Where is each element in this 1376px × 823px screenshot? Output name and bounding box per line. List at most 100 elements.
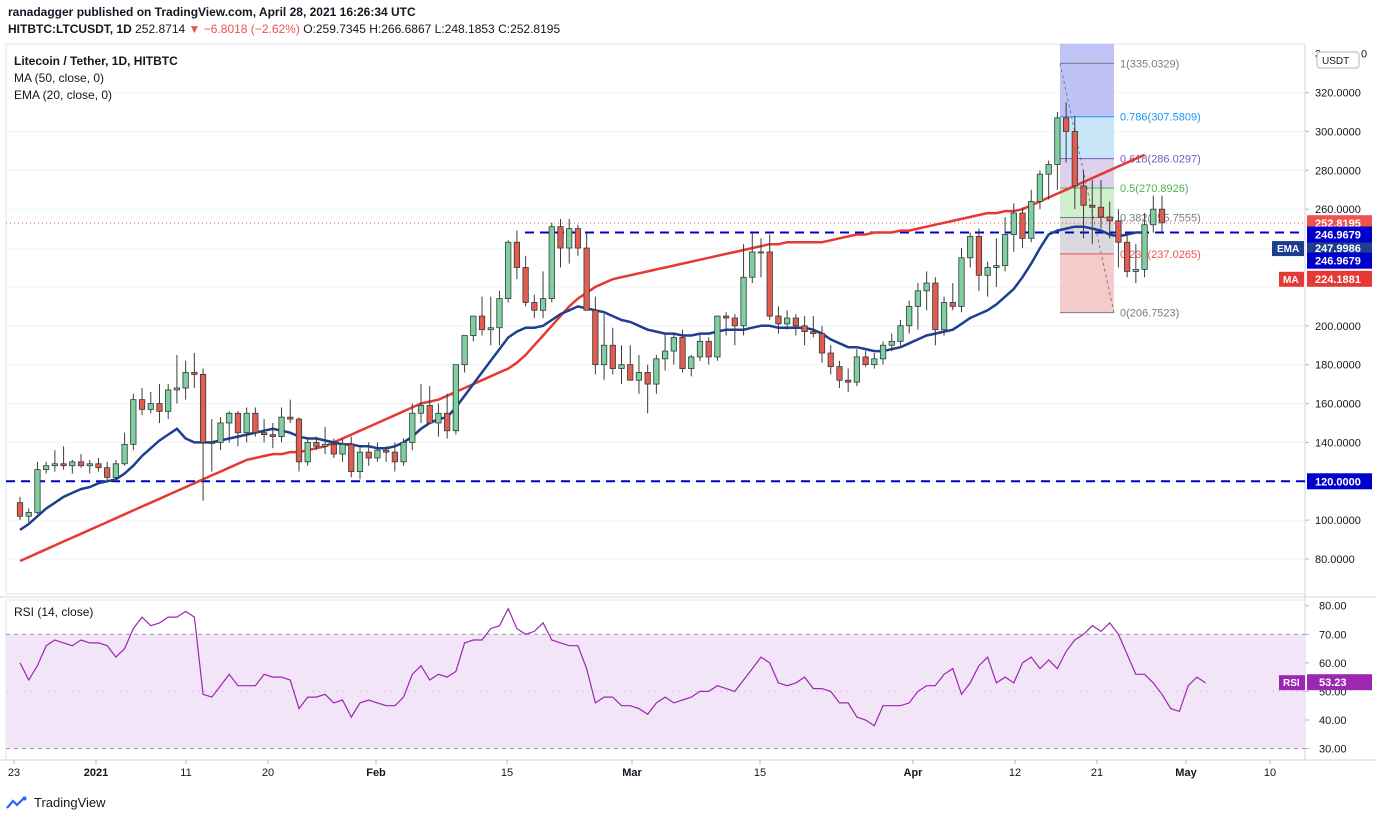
candle-body xyxy=(173,387,181,391)
candle-body xyxy=(226,412,233,424)
candle-body xyxy=(34,469,41,513)
candle-body xyxy=(112,463,119,478)
tradingview-footer[interactable]: TradingView xyxy=(6,795,106,810)
candle-body xyxy=(627,364,634,381)
candle-body xyxy=(635,372,643,381)
candle-body xyxy=(932,282,939,331)
candle-body xyxy=(25,511,32,517)
candle-body xyxy=(295,418,303,463)
candle-body xyxy=(740,276,747,327)
time-tick-label: 12 xyxy=(1009,767,1021,779)
open-value: O:259.7345 xyxy=(303,22,366,36)
price-tick-label: 0 xyxy=(1361,49,1367,61)
candle-body xyxy=(426,405,433,424)
rsi-tick-label: 80.00 xyxy=(1319,601,1347,613)
close-value: C:252.8195 xyxy=(498,22,561,36)
candle-body xyxy=(461,335,468,366)
candle-body xyxy=(1071,131,1078,187)
fib-band xyxy=(1060,217,1114,254)
candle-body xyxy=(365,451,372,459)
candle-body xyxy=(1010,212,1017,235)
support-badge: 120.0000 xyxy=(1315,476,1361,488)
candle-body xyxy=(548,226,555,299)
candle-body xyxy=(1080,185,1087,206)
time-tick-label: 15 xyxy=(501,767,513,779)
time-tick-label: 15 xyxy=(754,767,766,779)
candle-body xyxy=(470,315,477,336)
ema-tag-bg xyxy=(1272,241,1304,257)
price-tick-label: 280.0000 xyxy=(1315,165,1361,177)
candle-body xyxy=(16,502,24,517)
rsi-tick-label: 70.00 xyxy=(1319,629,1347,641)
candle-body xyxy=(766,251,773,317)
candle-body xyxy=(121,443,128,465)
candle-body xyxy=(731,317,738,327)
candle-body xyxy=(1124,241,1131,272)
candle-body xyxy=(208,442,215,444)
rsi-legend[interactable]: RSI (14, close) xyxy=(14,605,94,619)
rsi-tick-label: 40.00 xyxy=(1319,715,1347,727)
candle-body xyxy=(644,372,651,385)
ma-legend[interactable]: MA (50, close, 0) xyxy=(14,71,105,85)
candle-body xyxy=(1097,206,1105,218)
ema-badge-bg xyxy=(1307,240,1372,257)
candle-body xyxy=(278,416,285,437)
candle-body xyxy=(60,463,67,467)
candle-body xyxy=(906,305,913,327)
candle-body xyxy=(409,412,416,443)
price-tick-label: 180.0000 xyxy=(1315,360,1361,372)
candle-body xyxy=(86,463,93,467)
candle-body xyxy=(888,340,895,346)
candle-body xyxy=(661,350,669,360)
candle-body xyxy=(967,236,974,259)
publisher-line: ranadagger published on TradingView.com,… xyxy=(8,5,416,19)
ema20-line xyxy=(19,225,1145,531)
price-tick-label: 80.0000 xyxy=(1315,554,1355,566)
candle-body xyxy=(679,337,686,369)
candle-body xyxy=(1028,201,1035,239)
candle-body xyxy=(749,251,756,278)
candle-body xyxy=(322,443,329,447)
candle-body xyxy=(784,317,791,325)
candle-body xyxy=(156,403,163,412)
candle-body xyxy=(618,364,625,369)
candle-body xyxy=(452,364,459,432)
candle-body xyxy=(714,315,721,358)
price-tick-label: 300.0000 xyxy=(1315,126,1361,138)
currency-label: USDT xyxy=(1322,56,1349,67)
ma-badge-bg xyxy=(1307,270,1372,287)
price-tick-label: 200.0000 xyxy=(1315,321,1361,333)
rsi-badge: 53.23 xyxy=(1319,677,1347,689)
ema-badge: 247.9986 xyxy=(1315,243,1361,255)
ma-tag: MA xyxy=(1283,275,1299,286)
time-tick-label: 11 xyxy=(180,767,191,779)
candle-body xyxy=(51,463,58,467)
last-price: 252.8714 xyxy=(135,22,186,36)
rsi-badge-bg xyxy=(1307,674,1372,691)
candle-body xyxy=(505,241,512,299)
ma-tag-bg xyxy=(1279,271,1304,287)
price-tick-label: 320.0000 xyxy=(1315,88,1361,100)
fib-band xyxy=(1060,188,1114,218)
fib-level-label: 0.786(307.5809) xyxy=(1120,112,1201,124)
fib-level-label: 0(206.7523) xyxy=(1120,308,1179,320)
candle-body xyxy=(531,302,538,311)
support-badge-bg xyxy=(1307,473,1372,490)
ohlc-line: HITBTC:LTCUSDT, 1D 252.8714 ▼ −6.8018 (−… xyxy=(8,22,560,36)
candle-body xyxy=(348,443,355,472)
fib-level-label: 0.236(237.0265) xyxy=(1120,249,1201,261)
candle-body xyxy=(252,412,259,434)
candle-body xyxy=(574,228,582,249)
brand-name: TradingView xyxy=(34,795,106,810)
candle-body xyxy=(400,442,407,463)
candle-body xyxy=(513,241,521,268)
candle-body xyxy=(557,226,564,249)
candle-body xyxy=(1115,220,1122,243)
candle-body xyxy=(653,358,660,385)
ema-legend[interactable]: EMA (20, close, 0) xyxy=(14,88,113,102)
candle-body xyxy=(330,443,337,455)
time-tick-label: 23 xyxy=(8,767,20,779)
candle-body xyxy=(984,267,991,276)
candle-body xyxy=(975,236,983,276)
